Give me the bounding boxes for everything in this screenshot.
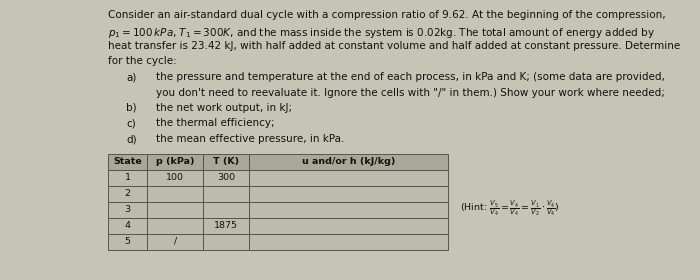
- Text: b): b): [126, 103, 136, 113]
- Text: for the cycle:: for the cycle:: [108, 57, 176, 67]
- Text: heat transfer is 23.42 kJ, with half added at constant volume and half added at : heat transfer is 23.42 kJ, with half add…: [108, 41, 680, 51]
- Bar: [147, 153, 203, 169]
- Text: /: /: [174, 237, 177, 246]
- Text: you don't need to reevaluate it. Ignore the cells with "/" in them.) Show your w: you don't need to reevaluate it. Ignore …: [156, 87, 665, 97]
- Text: c): c): [126, 118, 136, 129]
- Bar: [203, 186, 249, 202]
- Text: State: State: [113, 157, 142, 166]
- Bar: [249, 169, 448, 186]
- Text: 300: 300: [217, 173, 235, 182]
- Bar: [108, 202, 147, 218]
- Text: 5: 5: [125, 237, 131, 246]
- Text: 1: 1: [125, 173, 131, 182]
- Bar: [147, 202, 203, 218]
- Bar: [249, 202, 448, 218]
- Bar: [249, 234, 448, 249]
- Bar: [147, 169, 203, 186]
- Text: 4: 4: [125, 221, 131, 230]
- Bar: [249, 153, 448, 169]
- Text: T (K): T (K): [213, 157, 239, 166]
- Text: 100: 100: [166, 173, 184, 182]
- Bar: [108, 169, 147, 186]
- Bar: [249, 218, 448, 234]
- Bar: [203, 234, 249, 249]
- Bar: [249, 186, 448, 202]
- Text: u and/or h (kJ/kg): u and/or h (kJ/kg): [302, 157, 395, 166]
- Text: the pressure and temperature at the end of each process, in kPa and K; (some dat: the pressure and temperature at the end …: [156, 72, 665, 82]
- Text: 1875: 1875: [214, 221, 238, 230]
- Text: (Hint: $\frac{V_5}{V_4} = \frac{V_4}{V_4} = \frac{V_1}{V_2} \cdot \frac{V_4}{V_4: (Hint: $\frac{V_5}{V_4} = \frac{V_4}{V_4…: [460, 200, 560, 219]
- Text: 2: 2: [125, 189, 131, 198]
- Bar: [147, 218, 203, 234]
- Text: a): a): [126, 72, 136, 82]
- Text: the thermal efficiency;: the thermal efficiency;: [156, 118, 274, 129]
- Text: 3: 3: [125, 205, 131, 214]
- Text: the mean effective pressure, in kPa.: the mean effective pressure, in kPa.: [156, 134, 344, 144]
- Bar: [108, 153, 147, 169]
- Bar: [203, 169, 249, 186]
- Bar: [108, 186, 147, 202]
- Bar: [203, 153, 249, 169]
- Text: p (kPa): p (kPa): [156, 157, 195, 166]
- Bar: [147, 234, 203, 249]
- Text: the net work output, in kJ;: the net work output, in kJ;: [156, 103, 292, 113]
- Text: Consider an air-standard dual cycle with a compression ratio of 9.62. At the beg: Consider an air-standard dual cycle with…: [108, 10, 666, 20]
- Text: d): d): [126, 134, 136, 144]
- Bar: [108, 234, 147, 249]
- Bar: [108, 218, 147, 234]
- Bar: [203, 202, 249, 218]
- Bar: [203, 218, 249, 234]
- Text: $p_1 = 100\,kPa$, $T_1 = 300K$, and the mass inside the system is 0.02kg. The to: $p_1 = 100\,kPa$, $T_1 = 300K$, and the …: [108, 25, 655, 39]
- Bar: [147, 186, 203, 202]
